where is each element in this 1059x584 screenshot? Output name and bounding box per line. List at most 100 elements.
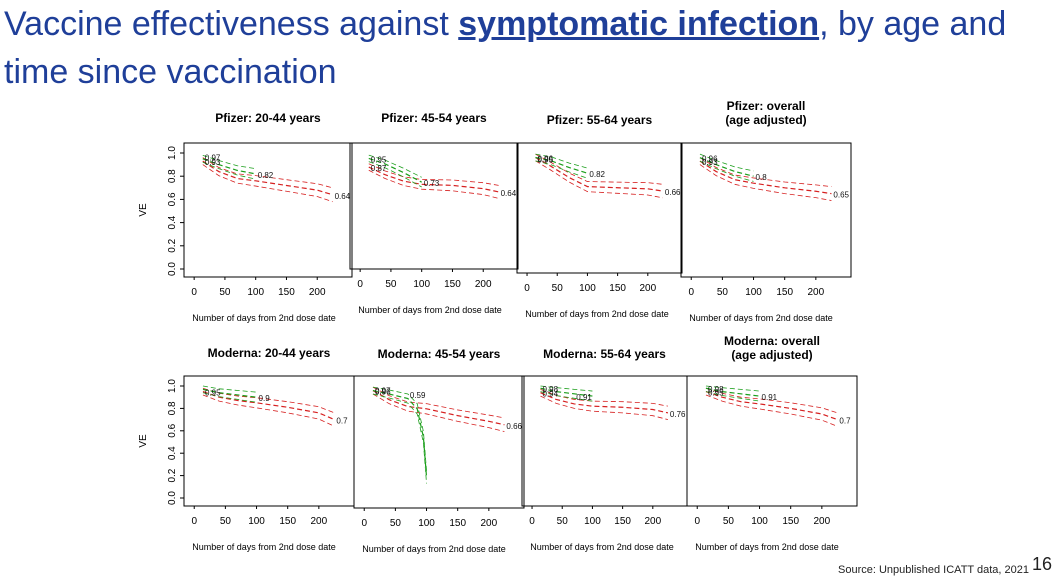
- x-tick-label: 150: [279, 516, 296, 527]
- chart-title: (age adjusted): [731, 348, 812, 362]
- plot-frame: [349, 142, 519, 270]
- plot-frame: [183, 142, 353, 278]
- data-label: 0.91: [762, 393, 778, 402]
- x-tick-label: 200: [808, 287, 825, 298]
- x-tick-label: 150: [776, 287, 793, 298]
- y-tick-label: 0.8: [167, 401, 178, 415]
- series-line-red: [540, 392, 669, 414]
- x-tick-label: 200: [475, 279, 492, 290]
- data-label: 0.91: [576, 393, 592, 402]
- x-tick-label: 200: [309, 287, 326, 298]
- chart-panel-7: Moderna: 55-64 years 0 50 100 150 200 Number o…: [521, 347, 688, 552]
- x-tick-label: 0: [361, 518, 367, 529]
- data-label: 0.95: [537, 156, 553, 165]
- series-line-red: [699, 160, 832, 195]
- x-axis-label: Number of days from 2nd dose date: [689, 313, 833, 323]
- data-label: 0.9: [259, 394, 271, 403]
- chart-panel-2: Pfizer: 45-54 years 0 50 100 150 200 Number of…: [349, 111, 519, 315]
- series-ci-upper-red: [535, 153, 663, 185]
- plot-frame: [680, 142, 852, 278]
- series-ci-upper-red: [368, 163, 499, 186]
- x-tick-label: 150: [614, 516, 631, 527]
- data-label: 0.95: [371, 155, 387, 164]
- chart-panel-8: Moderna: overall(age adjusted) 0 50 100 150 2…: [686, 334, 858, 552]
- data-label: 0.7: [336, 417, 348, 426]
- data-label: 0.59: [410, 391, 426, 400]
- chart-panel-3: Pfizer: 55-64 years 0 50 100 150 200 Number of…: [516, 113, 683, 319]
- series-line-green: [202, 388, 257, 398]
- y-tick-label: 0.0: [167, 262, 178, 276]
- series-line-red: [372, 390, 505, 426]
- chart-title: Pfizer: 45-54 years: [381, 111, 487, 125]
- x-tick-label: 0: [694, 516, 700, 527]
- data-label: 0.93: [205, 158, 221, 167]
- series-line-green: [368, 157, 422, 183]
- x-tick-label: 50: [552, 283, 564, 294]
- data-label: 0.73: [424, 179, 440, 188]
- x-tick-label: 50: [557, 516, 569, 527]
- chart-title: Moderna: 45-54 years: [378, 347, 501, 361]
- series-ci-upper-red: [699, 157, 832, 188]
- y-tick-label: 0.8: [167, 169, 178, 183]
- x-tick-label: 100: [247, 287, 264, 298]
- x-axis-label: Number of days from 2nd dose date: [695, 542, 839, 552]
- data-label: 0.64: [335, 192, 351, 201]
- series-ci-upper-green: [699, 153, 754, 172]
- data-label: 0.95: [205, 389, 221, 398]
- plot-frame: [353, 375, 525, 509]
- series-ci-lower-red: [535, 160, 663, 199]
- series-line-green: [705, 387, 760, 397]
- data-label: 0.8: [756, 173, 768, 182]
- series-ci-lower-green: [705, 391, 760, 402]
- chart-title: Pfizer: 55-64 years: [547, 113, 653, 127]
- x-tick-label: 50: [717, 287, 729, 298]
- chart-title: Moderna: 55-64 years: [543, 347, 666, 361]
- series-line-red: [535, 156, 663, 192]
- data-label: 0.66: [665, 188, 681, 197]
- x-tick-label: 100: [248, 516, 265, 527]
- series-line-red: [202, 391, 335, 421]
- x-axis-label: Number of days from 2nd dose date: [362, 544, 506, 554]
- series-ci-upper-red: [372, 386, 505, 419]
- title-part1: Vaccine effectiveness against: [4, 5, 459, 43]
- x-tick-label: 150: [609, 283, 626, 294]
- x-tick-label: 200: [311, 516, 328, 527]
- series-ci-lower-red: [540, 395, 669, 420]
- x-tick-label: 50: [385, 279, 397, 290]
- series-line-green: [535, 156, 588, 174]
- data-label: 0.96: [537, 154, 553, 163]
- x-tick-label: 200: [814, 516, 831, 527]
- data-label: 0.96: [375, 388, 391, 397]
- chart-title: Pfizer: overall: [727, 99, 806, 113]
- x-axis-label: Number of days from 2nd dose date: [530, 542, 674, 552]
- series-ci-lower-green: [540, 391, 593, 402]
- x-tick-label: 50: [390, 518, 402, 529]
- x-tick-label: 100: [579, 283, 596, 294]
- data-label: 0.76: [670, 410, 686, 419]
- x-tick-label: 0: [524, 283, 530, 294]
- series-ci-upper-green: [202, 385, 257, 393]
- chart-panel-5: Moderna: 20-44 years 0 50 100 150 200 Number o…: [138, 346, 355, 552]
- series-ci-lower-red: [705, 394, 838, 427]
- chart-title: Pfizer: 20-44 years: [215, 111, 321, 125]
- title-part2: , by age and time since vaccination: [4, 5, 1007, 91]
- x-tick-label: 150: [782, 516, 799, 527]
- data-label: 0.96: [702, 155, 718, 164]
- data-label: 0.98: [708, 385, 724, 394]
- data-label: 0.66: [506, 422, 522, 431]
- x-tick-label: 0: [688, 287, 694, 298]
- series-ci-upper-red: [202, 157, 333, 189]
- series-ci-lower-red: [368, 169, 499, 199]
- data-label: 0.95: [708, 389, 724, 398]
- x-tick-label: 100: [751, 516, 768, 527]
- x-tick-label: 0: [191, 516, 197, 527]
- plot-frame: [686, 375, 858, 507]
- x-axis-label: Number of days from 2nd dose date: [192, 313, 336, 323]
- series-ci-lower-green: [535, 160, 588, 179]
- x-tick-label: 100: [413, 279, 430, 290]
- series-ci-lower-red: [699, 164, 832, 201]
- x-axis-label: Number of days from 2nd dose date: [525, 309, 669, 319]
- series-ci-upper-green: [368, 154, 422, 178]
- series-line-red: [368, 166, 499, 193]
- x-tick-label: 200: [644, 516, 661, 527]
